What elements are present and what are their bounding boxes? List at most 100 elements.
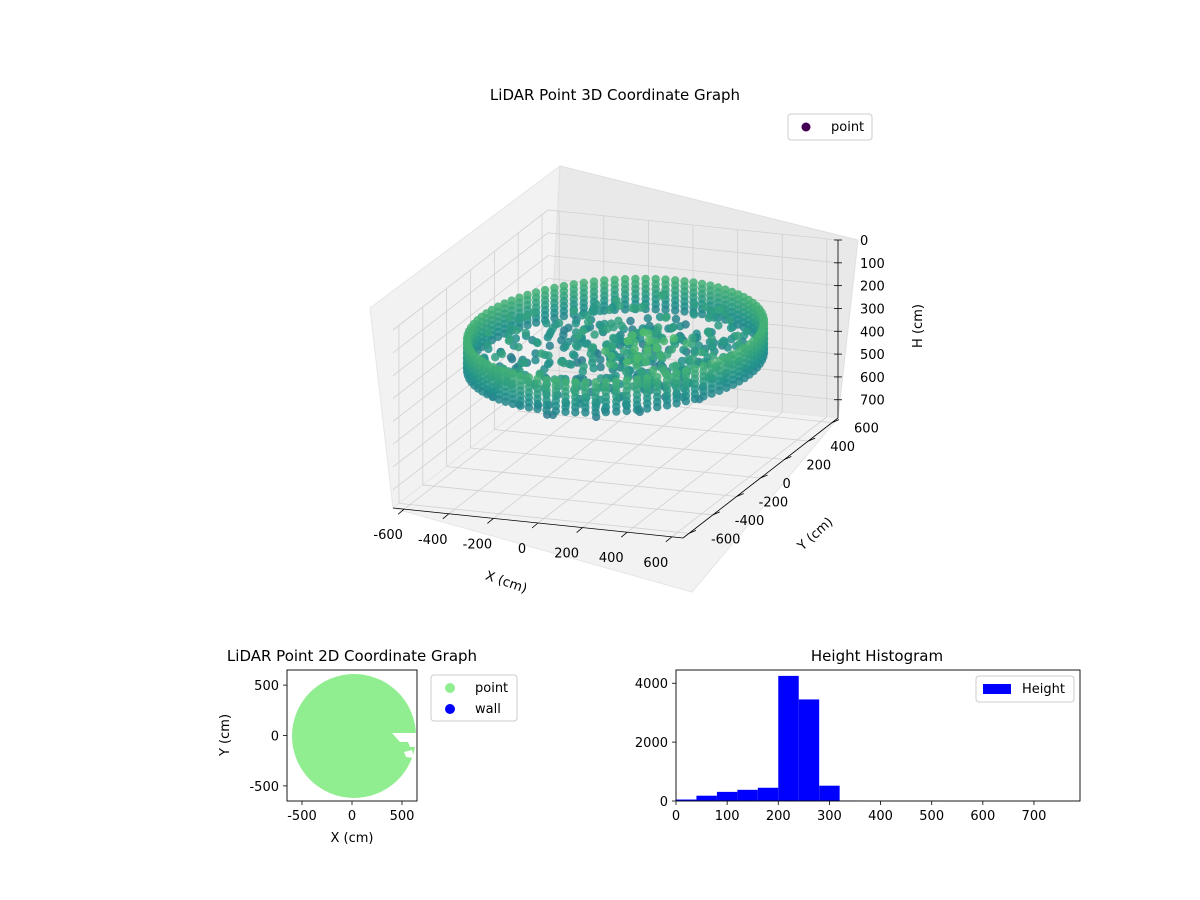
point-3d-712 (623, 336, 632, 346)
point-3d-1088 (533, 404, 542, 414)
point-3d-744 (652, 344, 661, 353)
x-tickmark-3d-4 (576, 527, 583, 533)
point-3d-1102 (542, 405, 551, 415)
point-3d-476 (590, 330, 599, 339)
legend-2d-marker-point (445, 683, 455, 693)
point-3d-450 (506, 323, 515, 332)
histogram-bar-7 (819, 785, 840, 801)
point-3d-453 (679, 345, 688, 354)
legend-2d-marker-wall (445, 704, 455, 714)
y-tick-hist-2: 4000 (635, 677, 668, 692)
point-3d-204 (588, 305, 598, 314)
legend-hist-swatch (983, 684, 1011, 694)
point-3d-41 (651, 305, 660, 314)
z-tick-3d-1: 100 (860, 257, 885, 272)
point-3d-27 (661, 305, 670, 314)
legend-3d-label: point (831, 120, 864, 135)
point-3d-577 (484, 328, 493, 337)
x-tick-3d-2: -200 (463, 537, 493, 552)
point-3d-1067 (581, 408, 590, 417)
point-3d-138 (701, 302, 710, 311)
point-3d-901 (672, 399, 681, 408)
x-tick-3d-6: 600 (643, 556, 668, 571)
grid-y-floor-0 (398, 502, 690, 534)
point-3d-841 (690, 394, 700, 404)
legend-3d: point (787, 113, 873, 141)
point-3d-294 (523, 320, 532, 330)
point-3d-255 (714, 321, 723, 330)
point-3d-785 (601, 347, 610, 356)
grid-y-floor-4 (494, 429, 785, 460)
x-tick-3d-4: 200 (554, 547, 579, 562)
y-tick-3d-6: 600 (854, 422, 879, 437)
point-3d-961 (643, 404, 652, 413)
x-tickmark-3d-2 (487, 518, 494, 524)
x-tickmark-3d-0 (397, 508, 405, 515)
z-tick-3d-2: 200 (860, 280, 885, 295)
point-3d-86 (671, 314, 681, 324)
grid-z-back-1 (547, 232, 839, 264)
point-3d-424 (505, 312, 514, 322)
point-3d-737 (589, 364, 598, 373)
z-tick-3d-0: 0 (860, 234, 868, 249)
point-3d-621 (651, 337, 660, 347)
point-3d-373 (514, 315, 523, 324)
y-axis-label-2d: Y (cm) (218, 714, 233, 757)
histogram-bar-0 (676, 799, 697, 801)
point-3d-617 (639, 328, 648, 337)
grid-y-floor-2 (446, 466, 737, 497)
x-tick-3d-5: 400 (599, 551, 624, 566)
point-3d-887 (622, 357, 632, 367)
point-3d-845 (632, 361, 642, 371)
point-3d-752 (671, 361, 680, 370)
z-tick-3d-3: 300 (860, 302, 885, 317)
point-3d-372 (733, 331, 742, 340)
legend-2d: point wall (430, 674, 518, 722)
x-axis-label-3d: X (cm) (483, 569, 529, 597)
point-3d-663 (728, 380, 738, 389)
point-3d-550 (507, 355, 517, 364)
x-tick-hist-5: 500 (919, 809, 944, 824)
chart-3d: LiDAR Point 3D Coordinate Graph -600 -400… (369, 86, 926, 597)
point-3d-618 (669, 334, 678, 343)
point-3d-818 (622, 367, 631, 376)
x-axis-label-2d: X (cm) (331, 831, 374, 846)
point-3d-280 (742, 327, 751, 336)
point-3d-282 (661, 313, 670, 322)
point-3d-381 (617, 321, 626, 330)
point-3d-521 (561, 342, 570, 351)
point-3d-639 (504, 336, 514, 345)
point-3d-631 (630, 338, 639, 347)
point-3d-1053 (591, 408, 600, 417)
point-3d-230 (605, 305, 614, 315)
point-3d-556 (697, 347, 706, 357)
y-tick-3d-1: -400 (735, 514, 765, 529)
grid-z-left-0 (392, 209, 549, 331)
point-3d-782 (559, 358, 569, 368)
point-3d-1031 (501, 397, 510, 406)
x-tick-hist-1: 100 (715, 809, 740, 824)
point-3d-573 (533, 338, 542, 348)
point-3d-227 (615, 301, 624, 310)
grid-z-back-0 (547, 209, 839, 241)
axis-edge-3d-0 (392, 507, 684, 539)
legend-3d-marker (801, 122, 811, 132)
point-3d-13 (671, 306, 680, 315)
point-3d-555 (596, 362, 605, 372)
point-3d-1109 (551, 406, 560, 416)
grid-y-floor-3 (470, 447, 761, 479)
histogram-bar-4 (757, 787, 779, 801)
point-3d-781 (497, 349, 507, 359)
point-3d-641 (531, 356, 540, 365)
point-3d-340 (529, 308, 538, 317)
axis-edge-3d-1 (682, 417, 839, 539)
axes-3d: -600 -400 -200 0 200 400 600 -600 -400 -200 0 200 40… (373, 234, 884, 571)
point-3d-428 (688, 333, 697, 342)
point-3d-825 (641, 357, 650, 367)
x-tick-2d-0: -500 (287, 809, 317, 824)
point-3d-344 (557, 336, 566, 345)
chart-3d-title: LiDAR Point 3D Coordinate Graph (490, 86, 740, 104)
point-3d-1038 (601, 408, 611, 417)
point-3d-626 (659, 337, 669, 346)
point-3d-638 (628, 331, 637, 340)
